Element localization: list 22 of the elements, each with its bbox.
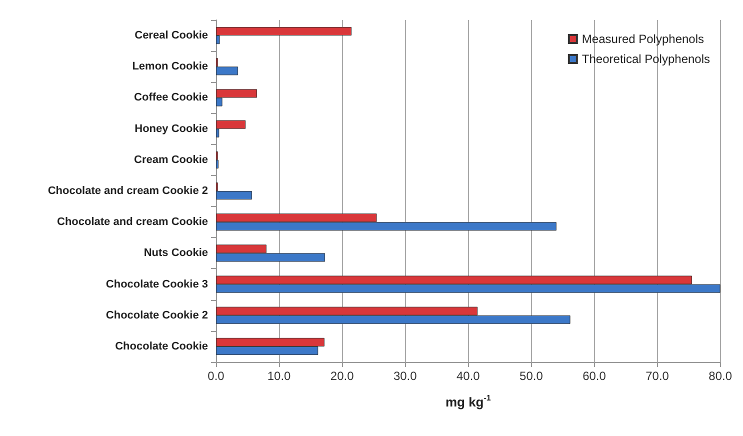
y-tick-label: Cream Cookie (134, 154, 208, 166)
y-tick-label: Honey Cookie (134, 122, 208, 135)
y-tick-label: Chocolate Cookie (115, 340, 208, 352)
y-tick-label: Chocolate and cream Cookie (57, 216, 208, 228)
y-tick-label: Lemon Cookie (132, 60, 208, 73)
x-tick-label: 50.0 (520, 369, 544, 383)
x-tick-label: 70.0 (646, 369, 670, 383)
legend-label: Theoretical Polyphenols (582, 52, 710, 66)
x-tick-label: 60.0 (582, 369, 606, 383)
x-tick-label: 10.0 (267, 369, 292, 383)
y-tick-label: Chocolate Cookie 3 (106, 278, 208, 290)
x-tick-label: 0.0 (208, 369, 225, 383)
x-tick-label: 30.0 (393, 369, 418, 383)
y-tick-label: Cereal Cookie (134, 30, 208, 42)
legend-label: Measured Polyphenols (582, 32, 704, 46)
x-tick-label: 80.0 (708, 369, 732, 383)
y-tick-label: Nuts Cookie (144, 247, 208, 260)
y-tick-label: Chocolate and cream Cookie 2 (48, 185, 208, 197)
x-tick-label: 20.0 (330, 369, 354, 383)
y-tick-label: Coffee Cookie (134, 92, 208, 104)
x-tick-label: 40.0 (456, 369, 480, 383)
y-tick-label: Chocolate Cookie 2 (106, 309, 208, 322)
